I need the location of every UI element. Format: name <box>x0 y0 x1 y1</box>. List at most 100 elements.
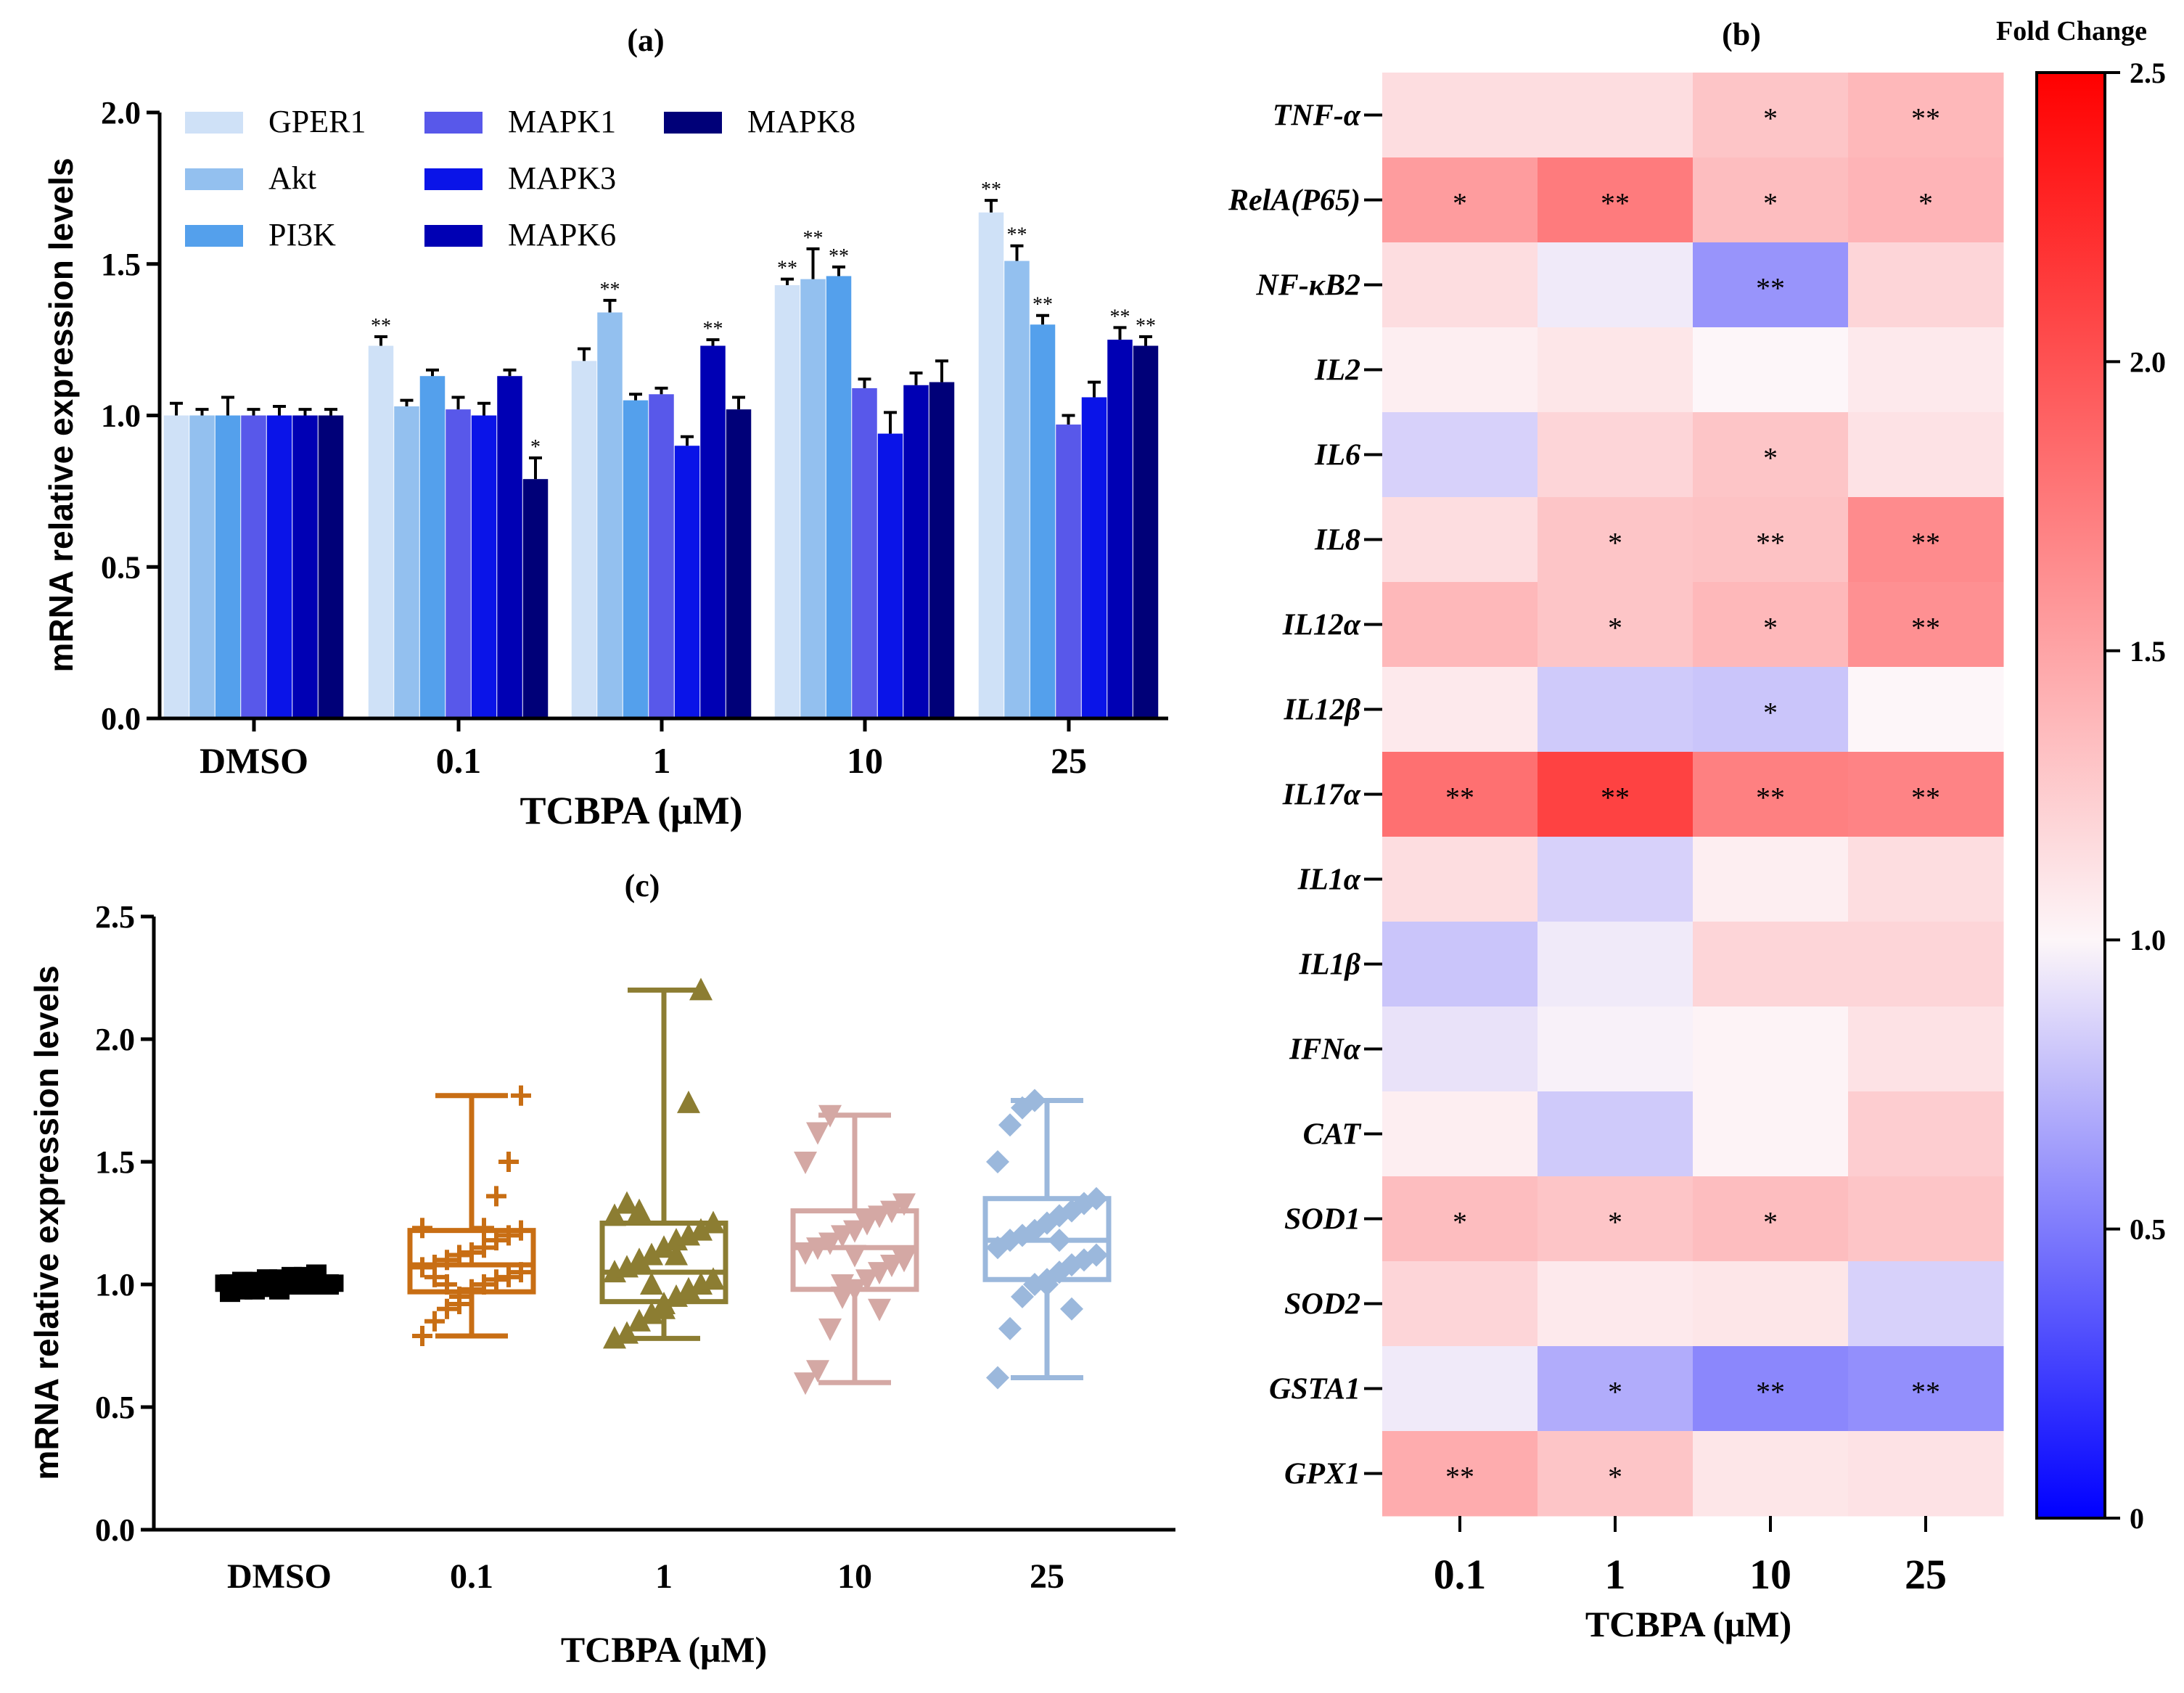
significance-marker: ** <box>1007 224 1027 247</box>
data-point <box>892 1250 916 1273</box>
significance-marker: ** <box>1110 306 1130 328</box>
heatmap-significance: * <box>1608 612 1622 644</box>
colorbar <box>2035 71 2106 1520</box>
heatmap-cell <box>1848 582 2004 668</box>
heatmap-col-label: 1 <box>1605 1551 1626 1598</box>
legend-swatch-mapk1 <box>424 112 483 134</box>
bar-akt-1 <box>597 312 623 718</box>
heatmap-significance: * <box>1763 612 1778 644</box>
data-point <box>1085 1243 1108 1267</box>
box-group-0.1 <box>407 1085 536 1346</box>
panel-c-x-label: TCBPA (μM) <box>561 1629 767 1670</box>
heatmap-cell <box>1848 157 2004 243</box>
panel-a-y-tick-label: 2.0 <box>101 95 141 131</box>
heatmap-cell <box>1382 1091 1538 1177</box>
bar-mapk3-10 <box>877 433 903 718</box>
legend-swatch-mapk3 <box>424 168 483 190</box>
legend-label-mapk1: MAPK1 <box>508 104 616 139</box>
heatmap-cell <box>1382 157 1538 243</box>
bar-akt-dmso <box>189 415 215 718</box>
bar-mapk8-10 <box>929 382 955 718</box>
heatmap-significance: ** <box>1756 272 1785 305</box>
data-point <box>1011 1284 1034 1308</box>
heatmap-significance: * <box>1608 1461 1622 1493</box>
data-point <box>437 1298 457 1319</box>
data-point <box>412 1325 432 1346</box>
heatmap-cell <box>1538 1007 1694 1092</box>
heatmap-significance: ** <box>1601 782 1630 814</box>
bar-mapk3-dmso <box>266 415 292 718</box>
heatmap-cell <box>1693 667 1849 753</box>
significance-marker: ** <box>371 315 391 337</box>
data-point <box>615 1255 639 1278</box>
box-group-dmso <box>215 1264 344 1303</box>
heatmap-cell <box>1382 837 1538 922</box>
panel-c-y-label: mRNA relative expression levels <box>28 965 65 1480</box>
data-point <box>449 1245 469 1266</box>
heatmap-row-label: RelA(P65) <box>1228 184 1360 218</box>
heatmap-significance: ** <box>1756 1376 1785 1409</box>
data-point <box>640 1242 663 1266</box>
data-point <box>449 1294 469 1315</box>
heatmap-col-label: 10 <box>1749 1551 1791 1598</box>
panel-b-label: (b) <box>1722 17 1761 52</box>
heatmap-cell <box>1538 752 1694 837</box>
data-point <box>702 1267 725 1290</box>
heatmap-significance: ** <box>1911 527 1940 559</box>
data-point <box>652 1235 676 1258</box>
data-point <box>998 1316 1022 1340</box>
heatmap-cell <box>1538 73 1694 158</box>
data-point <box>319 1274 339 1295</box>
heatmap-cell <box>1382 1431 1538 1517</box>
heatmap-cell <box>1382 412 1538 498</box>
bar-gper1-0.1 <box>368 345 394 719</box>
bar-mapk6-1 <box>700 345 726 719</box>
heatmap-cell <box>1848 1431 2004 1517</box>
heatmap-cell <box>1693 1346 1849 1432</box>
heatmap-cell <box>1693 1007 1849 1092</box>
panel-a-x-tick-label: DMSO <box>200 740 308 781</box>
data-point <box>511 1220 531 1241</box>
bar-mapk1-1 <box>649 394 674 718</box>
data-point <box>1060 1297 1083 1321</box>
data-point <box>603 1203 626 1226</box>
heatmap-cell <box>1538 1346 1694 1432</box>
heatmap-row-label: IL12α <box>1282 609 1361 642</box>
heatmap-significance: ** <box>1911 102 1940 135</box>
heatmap-cell <box>1382 667 1538 753</box>
heatmap-cell <box>1848 1007 2004 1092</box>
bar-pi3k-0.1 <box>419 376 446 718</box>
data-point <box>806 1122 829 1145</box>
data-point <box>868 1262 891 1285</box>
data-point <box>818 1232 842 1255</box>
bar-mapk8-dmso <box>318 415 344 718</box>
data-point <box>689 977 713 1001</box>
heatmap-cell <box>1538 1091 1694 1177</box>
bar-mapk8-1 <box>726 409 752 718</box>
heatmap-cell <box>1693 922 1849 1007</box>
legend-label-gper1: GPER1 <box>268 104 366 139</box>
panel-a-y-tick-label: 1.0 <box>101 398 141 434</box>
data-point <box>486 1186 506 1207</box>
heatmap-significance: * <box>1608 1206 1622 1239</box>
bar-mapk6-dmso <box>292 415 318 718</box>
heatmap-cell <box>1382 922 1538 1007</box>
legend-label-pi3k: PI3K <box>268 217 336 253</box>
data-point <box>652 1296 676 1319</box>
data-point <box>498 1152 519 1172</box>
bar-mapk3-0.1 <box>471 415 497 718</box>
panel-a-legend: GPER1 Akt PI3K MAPK1 MAPK3 MAPK6 MAPK8 <box>185 104 855 253</box>
panel-b-heatmap: (b) Fold Change * *** ** * ***** ** *** * ***** *… <box>1228 16 2166 1644</box>
bar-gper1-dmso <box>163 415 189 718</box>
significance-marker: ** <box>1136 315 1156 337</box>
heatmap-cell <box>1382 1176 1538 1262</box>
panel-a-y-label: mRNA relative expression levels <box>42 157 80 672</box>
panel-c-y-tick-label: 1.5 <box>95 1144 135 1180</box>
data-point <box>511 1085 531 1106</box>
data-point <box>892 1193 916 1216</box>
data-point <box>1048 1229 1071 1253</box>
heatmap-significance: * <box>1918 187 1933 220</box>
data-point <box>1023 1089 1046 1112</box>
heatmap-cell <box>1693 73 1849 158</box>
bar-pi3k-10 <box>826 276 852 718</box>
